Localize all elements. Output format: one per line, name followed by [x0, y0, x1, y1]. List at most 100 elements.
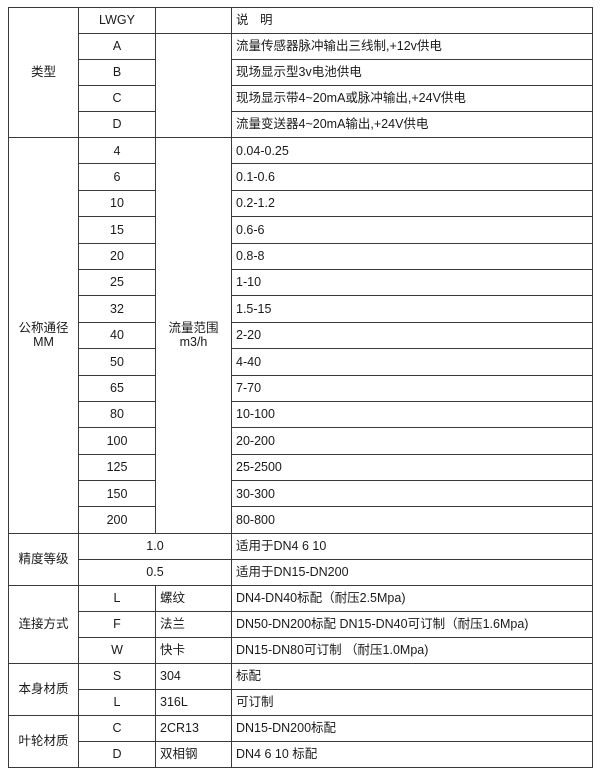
diameter-value: 40: [78, 321, 156, 350]
connection-code: W: [78, 636, 156, 664]
impeller-material-name: 双相钢: [155, 740, 232, 768]
table-row: 精度等级 1.0 适用于DN4 6 10: [8, 532, 593, 586]
table-row: 6 0.1-0.6: [9, 163, 593, 191]
section-label-impeller-material: 叶轮材质: [8, 714, 79, 768]
flow-range-value: 30-300: [231, 480, 593, 508]
section-label-nominal-diameter: 公称通径 MM: [8, 137, 79, 534]
diameter-value: 15: [78, 216, 156, 244]
impeller-material-desc: DN15-DN200标配: [231, 714, 593, 742]
table-row: 100 20-200: [9, 427, 593, 455]
impeller-material-code: D: [78, 740, 156, 768]
table-row: 本身材质 S 304 标配: [8, 662, 593, 716]
connection-code: L: [78, 584, 156, 612]
diameter-value: 100: [78, 427, 156, 455]
impeller-material-desc: DN4 6 10 标配: [231, 740, 593, 768]
flow-range-value: 1-10: [231, 268, 593, 297]
table-row: 32 1.5-15: [9, 295, 593, 323]
diameter-value: 125: [78, 453, 156, 482]
type-desc-a: 流量传感器脉冲输出三线制,+12v供电: [231, 33, 593, 60]
flow-range-value: 2-20: [231, 321, 593, 350]
table-row: 200 80-800: [9, 506, 593, 534]
table-row: 0.5 适用于DN15-DN200: [9, 558, 593, 586]
flow-range-value: 10-100: [231, 400, 593, 429]
flow-range-value: 4-40: [231, 348, 593, 376]
flow-range-value: 80-800: [231, 506, 593, 534]
body-material-desc: 标配: [231, 662, 593, 690]
model-code-header: LWGY: [78, 7, 156, 34]
description-header: 说明: [231, 7, 593, 34]
diameter-value: 10: [78, 189, 156, 218]
accuracy-grade-value: 0.5: [78, 558, 232, 586]
body-material-code: L: [78, 688, 156, 716]
connection-desc: DN4-DN40标配（耐压2.5Mpa): [231, 584, 593, 612]
section-label-type: 类型: [8, 7, 79, 138]
section-label-body-material: 本身材质: [8, 662, 79, 716]
spec-cell-empty: [155, 7, 232, 34]
connection-name: 螺纹: [155, 584, 232, 612]
table-row: D 双相钢 DN4 6 10 标配: [9, 740, 593, 768]
diameter-value: 6: [78, 163, 156, 191]
table-row: 公称通径 MM 4 流量范围 m3/h 0.04-0.25: [8, 136, 593, 534]
connection-name: 快卡: [155, 636, 232, 664]
impeller-material-name: 2CR13: [155, 714, 232, 742]
connection-code: F: [78, 610, 156, 638]
diameter-value: 150: [78, 480, 156, 508]
diameter-value: 200: [78, 506, 156, 534]
flow-range-value: 7-70: [231, 374, 593, 402]
diameter-value: 32: [78, 295, 156, 323]
nominal-diameter-label-line1: 公称通径: [18, 321, 69, 336]
diameter-value: 80: [78, 400, 156, 429]
table-row: B 现场显示型3v电池供电: [9, 59, 593, 86]
flow-range-value: 20-200: [231, 427, 593, 455]
flow-range-label-line2: m3/h: [179, 335, 208, 350]
flow-range-value: 0.2-1.2: [231, 189, 593, 218]
table-row: 150 30-300: [9, 480, 593, 508]
type-desc-c: 现场显示带4~20mA或脉冲输出,+24V供电: [231, 85, 593, 112]
spec-cell-empty-type: [155, 33, 232, 138]
flow-range-value: 0.1-0.6: [231, 163, 593, 191]
type-code-a: A: [78, 33, 156, 60]
specification-table: 类型 LWGY 说明 A 流量传感器脉冲输出三线制,+12v供电 B 现场显示型…: [8, 7, 593, 768]
table-row: 连接方式 L 螺纹 DN4-DN40标配（耐压2.5Mpa): [8, 584, 593, 664]
type-code-d: D: [78, 111, 156, 138]
section-label-connection-type: 连接方式: [8, 584, 79, 664]
table-row: 80 10-100: [9, 400, 593, 429]
table-row: 类型 LWGY 说明: [8, 7, 593, 138]
impeller-material-code: C: [78, 714, 156, 742]
table-row: 25 1-10: [9, 268, 593, 297]
table-row: A 流量传感器脉冲输出三线制,+12v供电: [9, 33, 593, 138]
table-row: 50 4-40: [9, 348, 593, 376]
accuracy-grade-desc: 适用于DN15-DN200: [231, 558, 593, 586]
table-row: 10 0.2-1.2: [9, 189, 593, 218]
table-row: 125 25-2500: [9, 453, 593, 482]
flow-range-value: 0.8-8: [231, 242, 593, 270]
accuracy-grade-desc: 适用于DN4 6 10: [231, 532, 593, 560]
nominal-diameter-label-line2: MM: [33, 335, 54, 350]
table-row: C 现场显示带4~20mA或脉冲输出,+24V供电: [9, 85, 593, 112]
connection-name: 法兰: [155, 610, 232, 638]
diameter-value: 50: [78, 348, 156, 376]
table-row: D 流量变送器4~20mA输出,+24V供电: [9, 111, 593, 138]
type-code-b: B: [78, 59, 156, 86]
table-row: L 316L 可订制: [9, 688, 593, 716]
section-label-accuracy-grade: 精度等级: [8, 532, 79, 586]
flow-range-label: 流量范围 m3/h: [155, 137, 232, 534]
flow-range-value: 25-2500: [231, 453, 593, 482]
diameter-value: 20: [78, 242, 156, 270]
table-row: W 快卡 DN15-DN80可订制 （耐压1.0Mpa): [9, 636, 593, 664]
flow-range-label-line1: 流量范围: [168, 321, 219, 336]
flow-range-value: 0.04-0.25: [231, 136, 593, 165]
flow-range-value: 1.5-15: [231, 295, 593, 323]
table-row: 40 2-20: [9, 321, 593, 350]
body-material-name: 304: [155, 662, 232, 690]
diameter-value: 25: [78, 268, 156, 297]
type-desc-b: 现场显示型3v电池供电: [231, 59, 593, 86]
connection-desc: DN15-DN80可订制 （耐压1.0Mpa): [231, 636, 593, 664]
diameter-value: 65: [78, 374, 156, 402]
type-desc-d: 流量变送器4~20mA输出,+24V供电: [231, 111, 593, 138]
table-row: 叶轮材质 C 2CR13 DN15-DN200标配: [8, 714, 593, 768]
table-row: 65 7-70: [9, 374, 593, 402]
table-row: F 法兰 DN50-DN200标配 DN15-DN40可订制（耐压1.6Mpa): [9, 610, 593, 638]
body-material-name: 316L: [155, 688, 232, 716]
body-material-code: S: [78, 662, 156, 690]
